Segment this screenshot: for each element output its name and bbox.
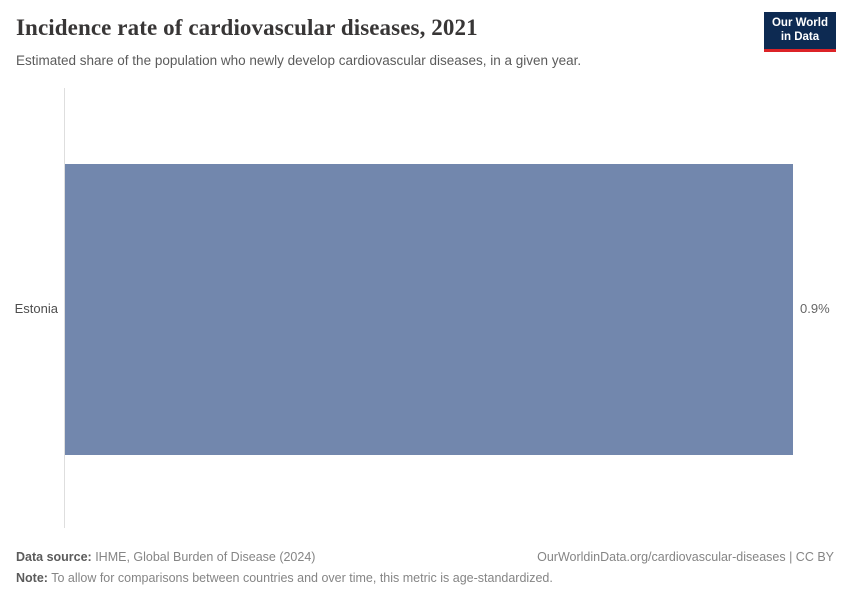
y-axis-line <box>64 88 65 528</box>
data-source-text: IHME, Global Burden of Disease (2024) <box>91 550 316 564</box>
note-text: To allow for comparisons between countri… <box>47 570 553 585</box>
chart-title: Incidence rate of cardiovascular disease… <box>16 15 478 40</box>
note-label: Note: <box>16 570 48 585</box>
chart-subtitle: Estimated share of the population who ne… <box>16 53 582 68</box>
note-line: Note: To allow for comparisons between c… <box>16 571 553 585</box>
data-source-line: Data source: IHME, Global Burden of Dise… <box>16 547 315 568</box>
value-label-estonia: 0.9% <box>800 301 830 316</box>
owid-logo[interactable]: Our World in Data <box>763 12 836 52</box>
owid-logo-line1: Our World <box>771 17 828 29</box>
owid-logo-line2: in Data <box>780 30 820 43</box>
chart-footer: Data source: IHME, Global Burden of Dise… <box>16 547 834 588</box>
data-source-label: Data source: <box>16 550 92 564</box>
bar-estonia[interactable] <box>65 164 793 455</box>
entity-label-estonia: Estonia <box>14 301 58 316</box>
citation-link[interactable]: OurWorldinData.org/cardiovascular-diseas… <box>537 550 834 564</box>
